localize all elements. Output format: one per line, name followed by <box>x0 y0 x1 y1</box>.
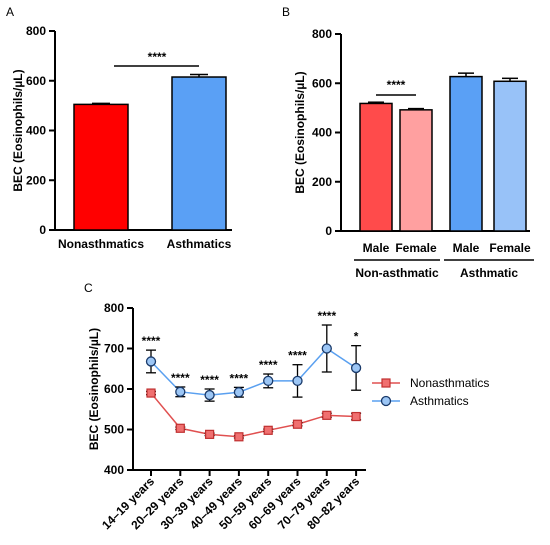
category-label: Male <box>363 241 390 255</box>
category-label: Nonasthmatics <box>58 237 144 251</box>
group-label: Asthmatic <box>460 266 518 280</box>
data-point-nonasthmatics <box>263 425 273 435</box>
group-label: Non-asthmatic <box>355 266 439 280</box>
category-label: Male <box>453 241 480 255</box>
significance-label: **** <box>288 349 307 363</box>
legend-marker-square <box>381 378 391 388</box>
significance-label: **** <box>148 50 167 64</box>
chart-panel-b: 0 200 400 600 800 BEC (Eosinophils/µL) Male Fem… <box>293 27 534 280</box>
bar-1 <box>171 76 227 231</box>
data-point-nonasthmatics <box>351 411 361 422</box>
bar-0 <box>359 102 393 232</box>
bar-2 <box>449 75 483 232</box>
y-tick-label: 400 <box>104 463 124 477</box>
data-point-asthmatics <box>145 356 157 367</box>
panel-label-a: A <box>6 5 14 19</box>
significance-label: **** <box>387 78 406 92</box>
bar-1 <box>399 109 433 232</box>
y-axis-label: BEC (Eosinophils/µL) <box>87 328 101 450</box>
y-tick-label: 400 <box>312 126 332 140</box>
y-tick-label: 800 <box>312 27 332 41</box>
y-axis-label: BEC (Eosinophils/µL) <box>293 71 307 193</box>
y-tick-label: 200 <box>312 175 332 189</box>
y-tick-label: 0 <box>325 224 332 238</box>
y-tick-label: 800 <box>26 24 46 38</box>
significance-label: **** <box>142 334 161 348</box>
data-point-nonasthmatics <box>322 410 332 420</box>
y-tick-label: 600 <box>26 74 46 88</box>
data-point-nonasthmatics <box>175 423 185 433</box>
bar-3 <box>493 80 527 232</box>
data-point-asthmatics <box>350 362 362 374</box>
significance-label: **** <box>200 373 219 387</box>
panel-label-b: B <box>282 5 290 19</box>
category-label: Asthmatics <box>167 237 232 251</box>
data-point-asthmatics <box>175 386 186 397</box>
data-point-nonasthmatics <box>234 432 244 442</box>
y-tick-label: 600 <box>312 76 332 90</box>
legend-label: Nonasthmatics <box>410 376 489 390</box>
data-point-asthmatics <box>321 343 332 354</box>
y-axis-label: BEC (Eosinophils/µL) <box>11 69 25 191</box>
data-point-nonasthmatics <box>292 419 303 429</box>
category-label: Female <box>489 241 531 255</box>
y-tick-label: 0 <box>39 223 46 237</box>
chart-panel-a: 0 200 400 600 800 BEC (Eosinophils/µL) Nonasth… <box>11 24 232 251</box>
y-tick-label: 800 <box>104 301 124 315</box>
y-tick-label: 400 <box>26 124 46 138</box>
significance-label: * <box>354 330 359 344</box>
y-tick-label: 500 <box>104 423 124 437</box>
data-point-asthmatics <box>292 375 303 387</box>
y-tick-label: 600 <box>104 382 124 396</box>
significance-label: **** <box>259 358 278 372</box>
legend-marker-circle <box>380 395 392 407</box>
data-point-asthmatics <box>263 375 274 387</box>
panel-label-c: C <box>84 281 93 295</box>
significance-label: **** <box>171 371 190 385</box>
significance-label: **** <box>230 371 249 385</box>
category-label: Female <box>395 241 437 255</box>
y-tick-label: 700 <box>104 342 124 356</box>
significance-label: **** <box>317 309 336 323</box>
legend-label: Asthmatics <box>410 394 469 408</box>
data-point-asthmatics <box>233 387 245 398</box>
data-point-asthmatics <box>204 389 215 401</box>
data-point-nonasthmatics <box>205 429 215 439</box>
bar-0 <box>73 103 129 231</box>
data-point-nonasthmatics <box>146 388 156 398</box>
y-tick-label: 200 <box>26 173 46 187</box>
